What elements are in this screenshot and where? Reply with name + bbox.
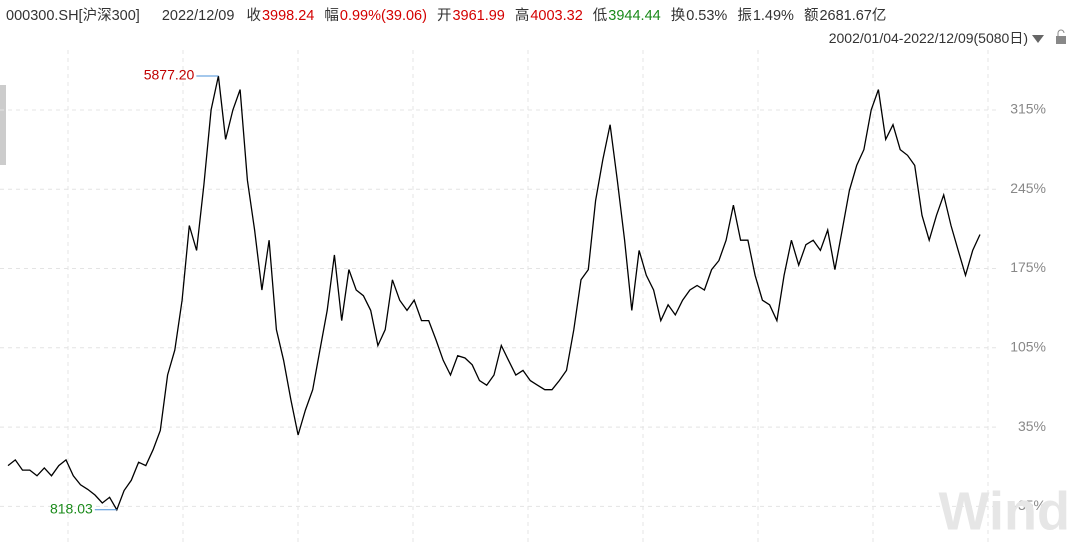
quote-value: 3961.99 <box>452 8 505 24</box>
lock-icon[interactable] <box>1056 36 1066 44</box>
quote-label: 换 <box>670 8 686 24</box>
y-tick-label: 315% <box>1010 101 1046 117</box>
watermark: Wind <box>939 481 1070 541</box>
y-tick-label: 175% <box>1010 259 1046 275</box>
quote-label: 幅 <box>324 8 339 24</box>
quote-label: 振 <box>737 8 752 24</box>
date-range[interactable]: 2002/01/04-2022/12/09(5080日) <box>828 30 1028 46</box>
date: 2022/12/09 <box>161 8 235 24</box>
quote-label: 低 <box>592 8 608 24</box>
quote-label: 收 <box>246 8 261 24</box>
code: 000300.SH[沪深300] <box>6 8 140 24</box>
dropdown-icon[interactable] <box>1032 35 1044 43</box>
side-handle[interactable] <box>0 85 6 165</box>
quote-label: 高 <box>514 8 530 24</box>
quote-label: 额 <box>803 8 819 24</box>
quote-value: 2681.67亿 <box>819 8 887 24</box>
quote-header: 000300.SH[沪深300] 2022/12/09 收3998.24 幅0.9… <box>6 4 896 25</box>
vertical-grid <box>67 50 989 546</box>
quote-label: 开 <box>436 8 452 24</box>
quote-value: 1.49% <box>752 8 794 24</box>
quote-value: 3998.24 <box>261 8 315 24</box>
y-tick-label: -35% <box>1013 497 1046 513</box>
quote-value: 4003.32 <box>530 8 583 24</box>
lock-shackle <box>1057 29 1065 36</box>
quote-value: 0.53% <box>686 8 728 24</box>
quote-value: 3944.44 <box>608 8 661 24</box>
annotation: 5877.20 <box>144 67 195 83</box>
annotation: 818.03 <box>50 500 93 516</box>
y-tick-label: 35% <box>1018 418 1046 434</box>
quote-value: 0.99%(39.06) <box>339 8 427 24</box>
price-line <box>7 75 981 512</box>
y-tick-label: 105% <box>1010 338 1046 354</box>
y-tick-label: 245% <box>1010 180 1046 196</box>
